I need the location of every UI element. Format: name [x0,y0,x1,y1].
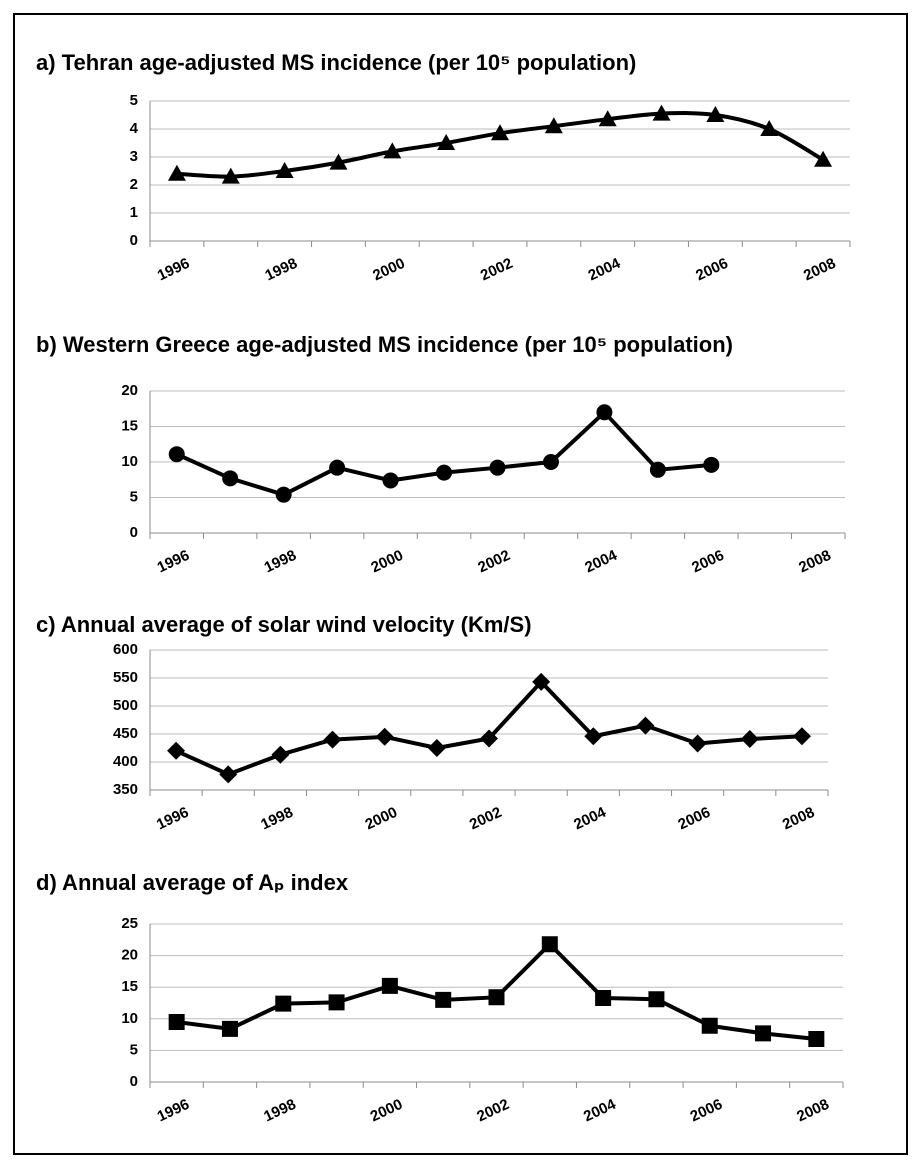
chart-title: d) Annual average of Aₚ index [36,870,349,895]
marker [649,461,666,478]
marker [435,991,452,1008]
marker [532,672,551,691]
marker [755,1025,772,1042]
y-tick-label: 2 [130,176,138,193]
marker [222,470,239,487]
y-tick-label: 0 [130,232,138,249]
marker [167,741,186,760]
y-tick-label: 450 [113,725,138,742]
marker [489,459,506,476]
marker [427,739,446,757]
chart-title: b) Western Greece age-adjusted MS incide… [36,332,733,357]
y-tick-label: 3 [130,148,138,165]
marker [383,142,402,159]
frame [13,13,908,1155]
marker [544,117,563,134]
chart: a) Tehran age-adjusted MS incidence (per… [36,50,851,284]
marker [480,729,498,748]
marker [221,167,240,184]
marker [541,936,558,953]
marker [375,727,394,746]
marker [814,150,833,167]
y-tick-label: 25 [121,915,138,932]
y-tick-label: 4 [130,120,139,137]
marker [701,1017,718,1034]
marker [636,716,655,735]
marker [328,994,345,1011]
y-tick-label: 10 [121,453,138,470]
marker [437,134,456,150]
marker [688,734,707,753]
y-tick-label: 15 [121,978,138,995]
marker [706,106,725,122]
marker [167,164,186,181]
y-tick-label: 5 [130,1041,138,1058]
marker [792,727,811,746]
marker [221,1020,238,1037]
marker [275,486,292,503]
marker [760,120,779,136]
marker [491,124,509,141]
y-tick-label: 5 [130,92,138,109]
y-tick-label: 600 [113,641,138,658]
marker [488,989,505,1006]
marker [652,104,671,121]
marker [168,1013,185,1030]
marker [596,404,613,421]
marker [168,446,185,463]
y-tick-label: 10 [121,1010,138,1027]
marker [436,464,453,481]
y-tick-label: 15 [121,417,138,434]
chart: b) Western Greece age-adjusted MS incide… [36,332,846,576]
marker [275,995,292,1012]
marker [329,459,346,476]
chart-title: a) Tehran age-adjusted MS incidence (per… [36,50,636,75]
marker [808,1031,825,1048]
chart-title: c) Annual average of solar wind velocity… [36,612,532,637]
y-tick-label: 350 [113,781,138,798]
marker [584,727,603,746]
y-tick-label: 1 [130,204,138,221]
y-tick-label: 400 [113,753,138,770]
y-tick-label: 20 [121,382,138,399]
marker [323,730,342,749]
marker [648,991,665,1008]
marker [595,989,612,1006]
y-tick-label: 550 [113,669,138,686]
marker [740,730,759,749]
marker [598,110,617,127]
marker [703,456,720,473]
y-tick-label: 500 [113,697,138,714]
marker [271,745,290,764]
marker [382,472,399,489]
marker [275,162,294,178]
y-tick-label: 0 [130,524,138,541]
marker [329,153,348,170]
marker [219,765,238,784]
y-tick-label: 0 [130,1073,138,1090]
y-tick-label: 20 [121,947,138,964]
marker [381,977,398,994]
marker [542,454,559,470]
y-tick-label: 5 [130,488,138,505]
